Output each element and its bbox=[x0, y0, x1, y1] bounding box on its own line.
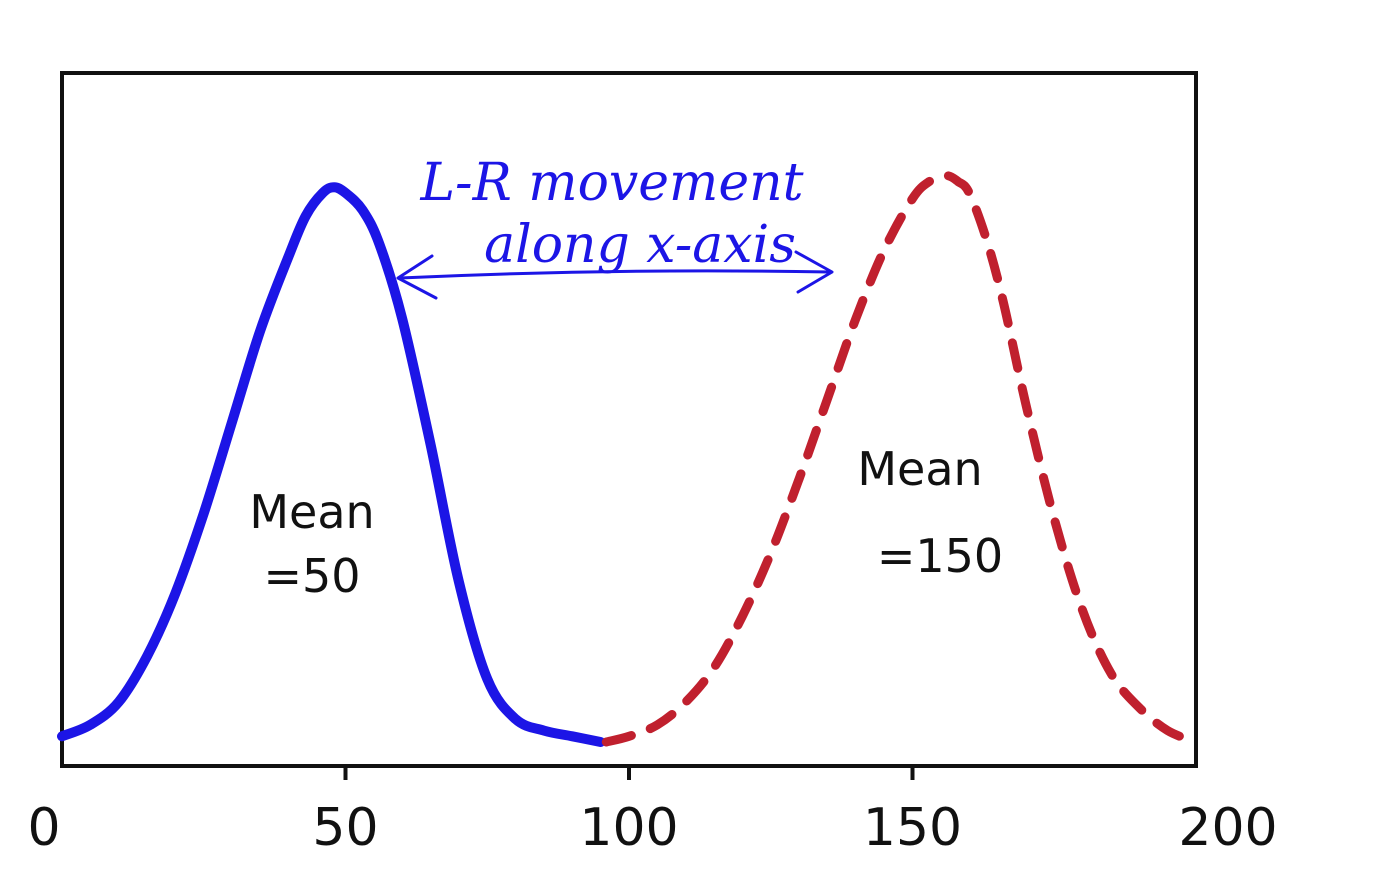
mean-150-line1: Mean bbox=[857, 442, 982, 496]
movement-annotation: L-R movement along x-axis bbox=[396, 153, 834, 300]
movement-line2: along x-axis bbox=[484, 215, 796, 275]
mean-50-line1: Mean bbox=[249, 485, 374, 539]
mean-150-annotation: Mean =150 bbox=[857, 442, 1003, 583]
solid-series-line bbox=[57, 182, 606, 747]
x-tick-label: 200 bbox=[1178, 798, 1277, 858]
right-arrowhead-icon bbox=[794, 250, 834, 294]
left-arrowhead-icon bbox=[396, 254, 438, 300]
x-tick-label: 150 bbox=[863, 798, 962, 858]
x-axis-ticks: 0 50 100 150 200 bbox=[27, 766, 1278, 858]
double-arrow-shaft bbox=[399, 269, 831, 280]
mean-150-line2: =150 bbox=[877, 529, 1003, 583]
movement-line1: L-R movement bbox=[419, 153, 803, 213]
series-layer bbox=[57, 171, 1201, 747]
x-tick-label: 50 bbox=[312, 798, 378, 858]
dashed-series-line bbox=[601, 171, 1201, 747]
x-tick-label: 100 bbox=[579, 798, 678, 858]
mean-50-annotation: Mean =50 bbox=[249, 485, 374, 603]
x-tick-label: 0 bbox=[27, 798, 60, 858]
mean-50-line2: =50 bbox=[263, 549, 360, 603]
